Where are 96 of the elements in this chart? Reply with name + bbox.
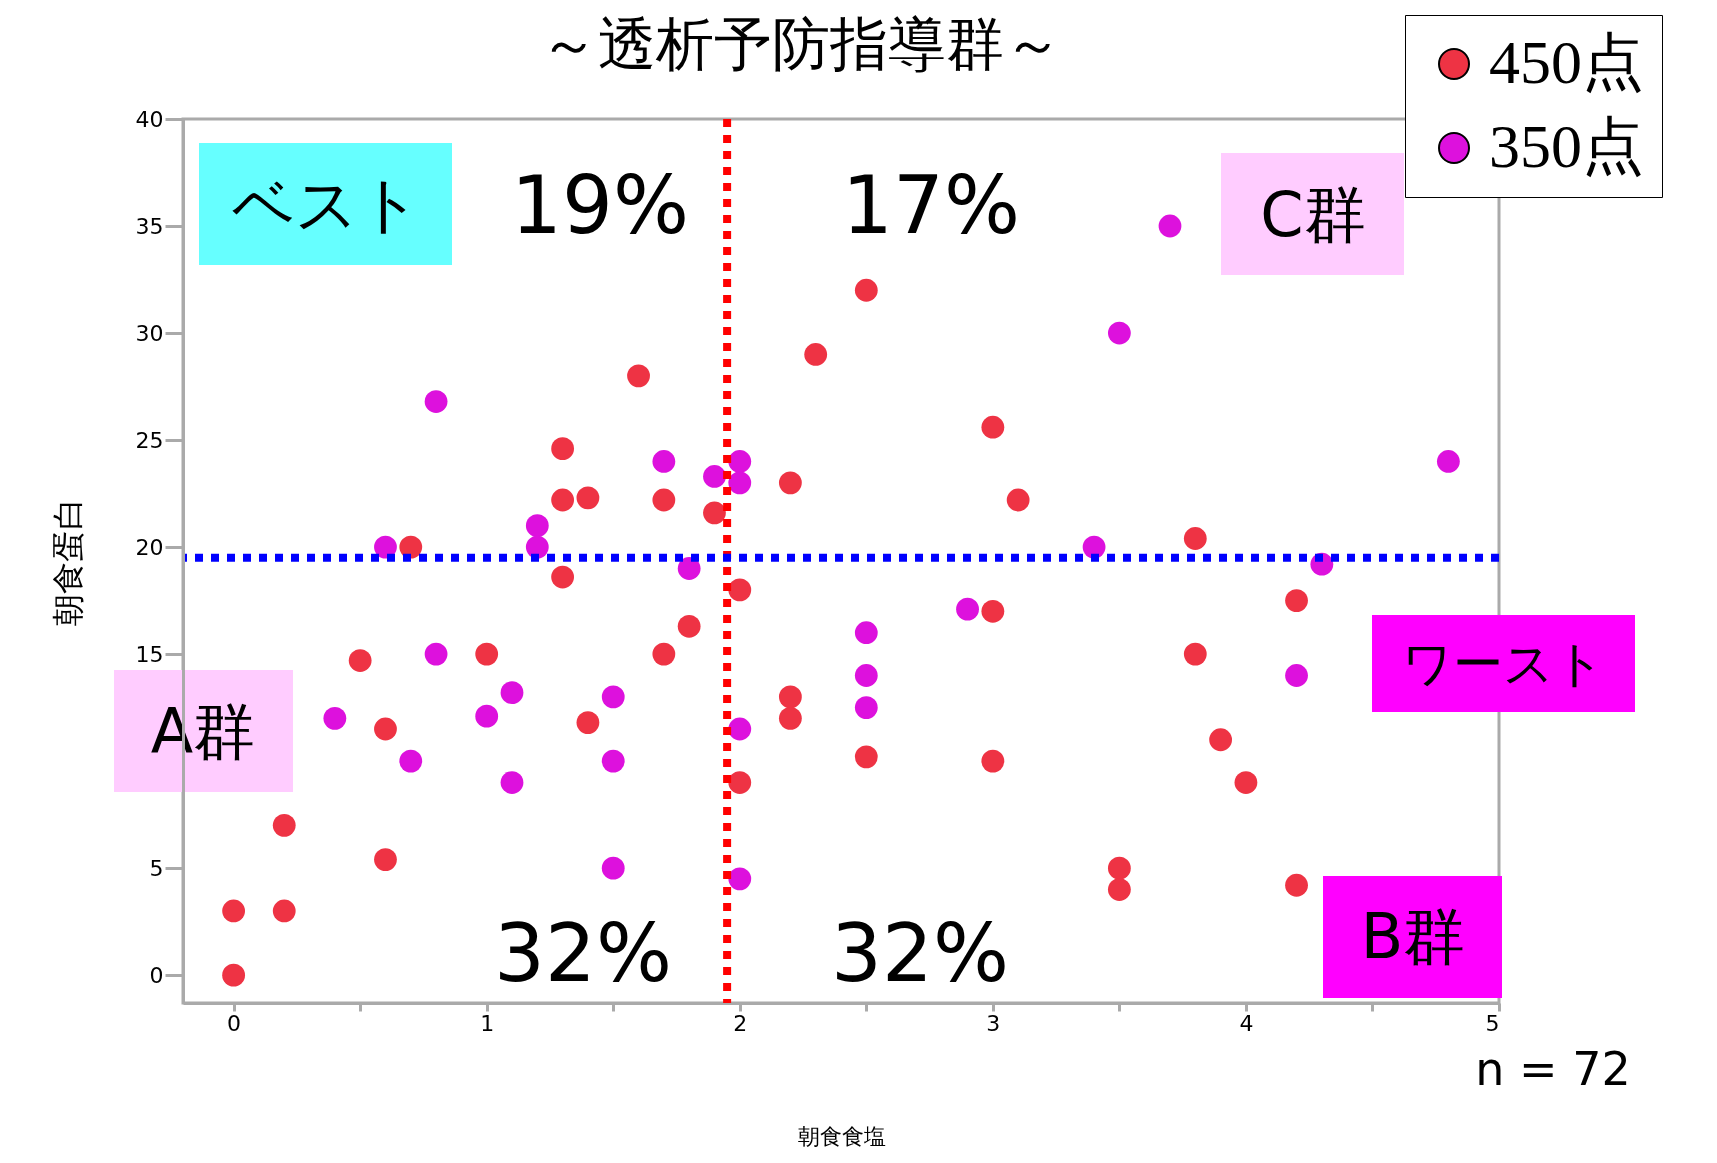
- point: [525, 535, 549, 559]
- point: [1107, 856, 1131, 880]
- point: [500, 771, 524, 794]
- legend-label: 350点: [1489, 112, 1644, 180]
- point: [576, 711, 600, 734]
- annotation: 32%: [494, 907, 672, 1000]
- point: [981, 749, 1005, 773]
- point: [956, 597, 979, 621]
- chart-title: ～透析予防指導群～: [540, 10, 1062, 78]
- point: [778, 471, 802, 495]
- x-tick-label: 2: [733, 1010, 748, 1036]
- point: [854, 621, 878, 645]
- point: [1183, 642, 1207, 666]
- point: [500, 681, 524, 705]
- x-axis-title: 朝食食塩: [797, 1123, 886, 1149]
- x-tick-label: 4: [1239, 1010, 1254, 1036]
- point: [1209, 728, 1233, 752]
- point: [981, 599, 1005, 623]
- point: [551, 565, 575, 589]
- point: [1082, 535, 1106, 559]
- y-tick-label: 0: [149, 962, 164, 988]
- point: [601, 685, 625, 709]
- point: [854, 278, 878, 302]
- point: [1285, 664, 1308, 687]
- point: [272, 813, 296, 837]
- point: [576, 486, 600, 510]
- point: [374, 717, 397, 741]
- y-tick-label: 15: [135, 641, 164, 667]
- point: [981, 415, 1005, 439]
- annotation: ワースト: [1401, 635, 1605, 693]
- point: [399, 749, 423, 773]
- text: n = 72: [1475, 1042, 1631, 1096]
- point: [551, 437, 575, 461]
- point: [728, 867, 752, 891]
- point: [1183, 527, 1207, 550]
- point: [1234, 771, 1258, 794]
- point: [1107, 878, 1131, 901]
- point: [525, 514, 549, 538]
- point: [399, 535, 423, 559]
- legend-label: 450点: [1489, 28, 1644, 96]
- y-tick-label: 5: [149, 855, 164, 881]
- y-tick-label: 40: [135, 106, 164, 132]
- point: [728, 771, 752, 794]
- point: [627, 364, 650, 388]
- annotation: 19%: [511, 159, 689, 252]
- point: [778, 685, 802, 709]
- point: [703, 465, 726, 488]
- x-tick-label: 0: [227, 1010, 242, 1036]
- y-tick-label: 25: [135, 427, 164, 453]
- point: [804, 343, 828, 366]
- point: [728, 450, 752, 473]
- point: [1285, 873, 1308, 897]
- point: [652, 450, 676, 473]
- point: [728, 471, 752, 495]
- point: [1285, 589, 1308, 612]
- point: [601, 749, 625, 773]
- point: [652, 488, 676, 512]
- point: [272, 899, 296, 923]
- y-tick-label: 30: [135, 320, 164, 346]
- point: [728, 578, 752, 602]
- point: [854, 696, 878, 719]
- annotation: 17%: [842, 159, 1020, 252]
- point: [348, 649, 372, 672]
- point: [374, 848, 397, 871]
- point: [374, 535, 397, 559]
- point: [323, 706, 347, 730]
- y-tick-label: 20: [135, 534, 164, 560]
- point: [677, 614, 701, 638]
- annotation: C群: [1260, 178, 1366, 251]
- point: [475, 704, 499, 728]
- point: [677, 557, 701, 580]
- point: [1006, 488, 1030, 512]
- x-tick-label: 3: [986, 1010, 1001, 1036]
- annotation: B群: [1360, 900, 1466, 973]
- point: [703, 501, 726, 525]
- point: [424, 642, 448, 666]
- point: [1107, 321, 1131, 345]
- point: [778, 706, 802, 730]
- point: [854, 745, 878, 769]
- point: [222, 899, 246, 923]
- point: [222, 963, 246, 987]
- point: [601, 856, 625, 880]
- point: [551, 488, 575, 512]
- annotation: ベスト: [231, 168, 421, 241]
- point: [1436, 450, 1460, 473]
- point: [728, 717, 752, 741]
- y-axis-title: 朝食蛋白: [48, 497, 87, 626]
- point: [475, 642, 499, 666]
- annotation: 32%: [831, 907, 1009, 1000]
- point: [854, 664, 878, 687]
- point: [1158, 214, 1182, 238]
- y-tick-label: 35: [135, 213, 164, 239]
- x-tick-label: 1: [480, 1010, 495, 1036]
- point: [424, 390, 448, 413]
- x-tick-label: 5: [1485, 1010, 1500, 1036]
- point: [652, 642, 676, 666]
